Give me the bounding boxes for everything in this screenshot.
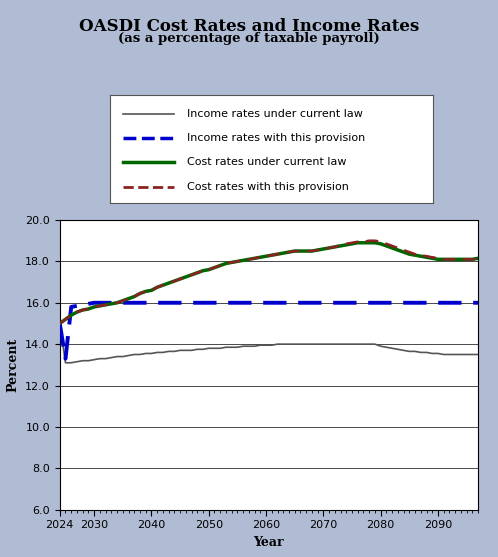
X-axis label: Year: Year [253, 536, 284, 549]
Y-axis label: Percent: Percent [7, 338, 20, 392]
Text: Cost rates with this provision: Cost rates with this provision [187, 182, 349, 192]
Text: Income rates with this provision: Income rates with this provision [187, 133, 366, 143]
Text: OASDI Cost Rates and Income Rates: OASDI Cost Rates and Income Rates [79, 18, 419, 35]
Text: (as a percentage of taxable payroll): (as a percentage of taxable payroll) [118, 32, 380, 45]
Text: Income rates under current law: Income rates under current law [187, 109, 363, 119]
Text: Cost rates under current law: Cost rates under current law [187, 157, 347, 167]
